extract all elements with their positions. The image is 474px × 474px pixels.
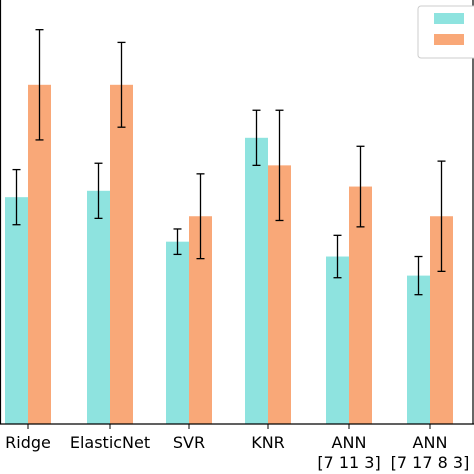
- bar-series-2-cat-2: [110, 84, 133, 425]
- bar-series-2-cat-6: [430, 216, 453, 424]
- error-bar-series-1-cat-4: [252, 109, 261, 167]
- error-bar-series-2-cat-2: [117, 41, 126, 128]
- bar-series-2-cat-4: [268, 165, 291, 425]
- bar-series-1-cat-5: [326, 256, 349, 424]
- bar-series-2-cat-5: [349, 186, 372, 424]
- x-tick-label: ANN: [413, 433, 448, 452]
- error-bar-series-2-cat-3: [196, 173, 205, 260]
- bar-series-2-cat-1: [28, 84, 51, 425]
- error-bar-series-1-cat-3: [173, 228, 182, 256]
- x-tick-label: Ridge: [5, 433, 51, 452]
- error-bar-series-2-cat-4: [275, 109, 284, 222]
- x-tick-labels: Ridge ElasticNet SVR KNR ANN[7 11 3]ANN[7 17…: [5, 424, 469, 472]
- error-bars-group: [12, 29, 446, 296]
- error-bar-series-1-cat-5: [333, 234, 342, 279]
- legend: [417, 5, 474, 59]
- bar-series-2-cat-3: [189, 216, 212, 424]
- x-tick-label: KNR: [251, 433, 285, 452]
- legend-swatch-series-1: [434, 13, 464, 24]
- legend-swatch-series-2: [434, 34, 464, 45]
- x-tick-label: ANN: [332, 433, 367, 452]
- error-bar-series-2-cat-6: [437, 160, 446, 273]
- error-bar-series-1-cat-6: [414, 255, 423, 296]
- error-bar-series-1-cat-2: [94, 162, 103, 220]
- bars-group: [5, 84, 453, 425]
- error-bar-series-2-cat-5: [356, 145, 365, 228]
- x-tick-label: SVR: [173, 433, 205, 452]
- x-tick-label: [7 11 3]: [317, 453, 380, 472]
- bar-series-1-cat-1: [5, 197, 28, 424]
- error-bar-series-2-cat-1: [35, 29, 44, 141]
- x-tick-label: ElasticNet: [70, 433, 150, 452]
- x-tick-label: [7 17 8 3]: [391, 453, 470, 472]
- error-bar-series-1-cat-1: [12, 168, 21, 226]
- bar-series-1-cat-3: [166, 241, 189, 424]
- bar-series-1-cat-2: [87, 190, 110, 424]
- bar-series-1-cat-4: [245, 137, 268, 425]
- bar-series-1-cat-6: [407, 275, 430, 424]
